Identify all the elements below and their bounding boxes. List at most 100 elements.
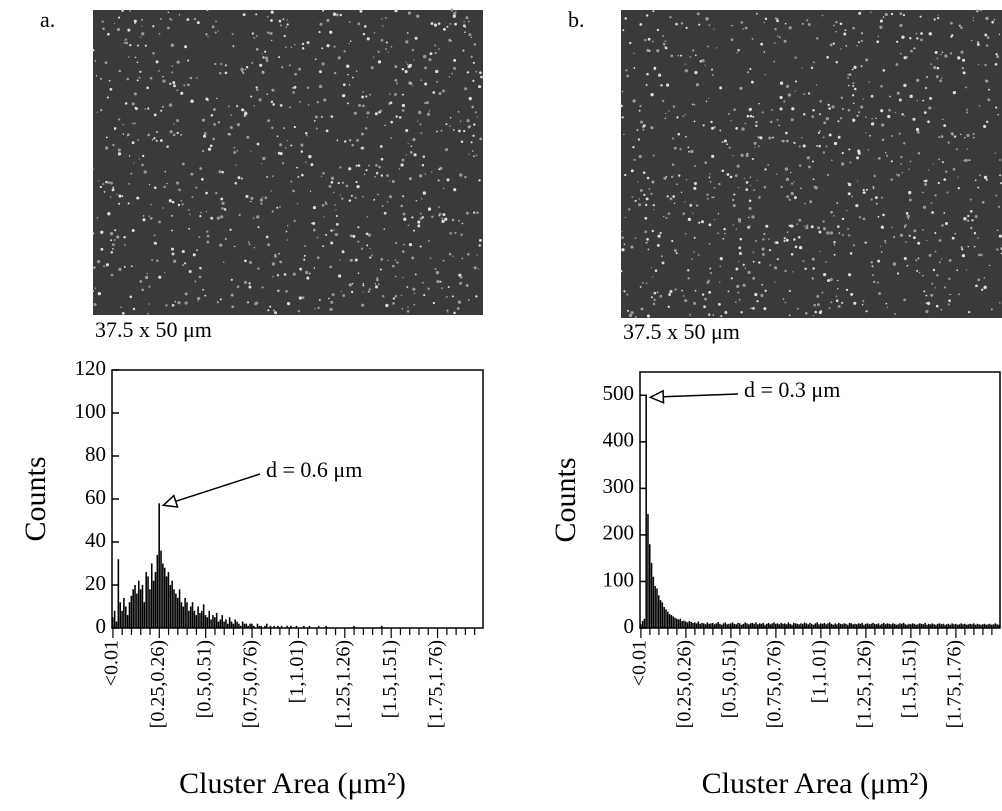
micrograph-particle (255, 47, 259, 51)
micrograph-particle (243, 114, 246, 117)
micrograph-particle (969, 198, 972, 201)
micrograph-particle (109, 196, 112, 198)
micrograph-particle (163, 185, 166, 189)
micrograph-particle (405, 154, 407, 156)
micrograph-particle (776, 118, 779, 121)
micrograph-particle (694, 164, 697, 167)
micrograph-particle (478, 85, 482, 89)
micrograph-particle (245, 194, 249, 198)
micrograph-particle (935, 75, 939, 79)
micrograph-particle (997, 113, 999, 116)
micrograph-particle (840, 48, 842, 50)
micrograph-particle (952, 167, 956, 171)
micrograph-particle (210, 114, 214, 117)
bar (942, 623, 944, 628)
micrograph-particle (369, 247, 371, 250)
micrograph-particle (457, 300, 462, 304)
micrograph-particle (269, 32, 273, 35)
micrograph-particle (642, 128, 645, 131)
micrograph-particle (885, 302, 888, 305)
micrograph-particle (682, 115, 685, 118)
micrograph-particle (176, 131, 179, 135)
micrograph-particle (147, 107, 150, 110)
micrograph-particle (894, 313, 896, 315)
bar (991, 624, 993, 628)
micrograph-particle (711, 154, 715, 158)
micrograph-particle (181, 162, 185, 166)
micrograph-particle (357, 22, 361, 26)
micrograph-particle (852, 82, 855, 85)
micrograph-particle (362, 104, 365, 108)
micrograph-particle (346, 64, 350, 68)
micrograph-particle (92, 49, 95, 52)
micrograph-particle (903, 256, 907, 261)
micrograph-particle (966, 219, 970, 223)
micrograph-particle (352, 234, 356, 238)
micrograph-particle (153, 241, 157, 245)
micrograph-particle (237, 176, 241, 180)
micrograph-particle (229, 228, 232, 231)
bar (847, 624, 849, 628)
micrograph-particle (323, 98, 327, 102)
micrograph-particle (881, 251, 883, 253)
micrograph-particle (798, 164, 802, 167)
micrograph-particle (730, 38, 734, 42)
micrograph-particle (285, 147, 287, 149)
micrograph-particle (132, 122, 134, 125)
micrograph-particle (238, 213, 241, 217)
micrograph-particle (449, 125, 451, 127)
micrograph-particle (894, 111, 896, 114)
micrograph-particle (267, 31, 270, 34)
micrograph-particle (827, 103, 830, 107)
micrograph-particle (405, 129, 409, 133)
annotation: d = 0.6 μm (266, 457, 362, 482)
micrograph-particle (214, 62, 217, 66)
micrograph-particle (745, 154, 749, 158)
micrograph-particle (685, 179, 688, 181)
micrograph-particle (216, 97, 218, 100)
micrograph-particle (118, 118, 121, 121)
micrograph-particle (349, 234, 353, 238)
micrograph-particle (124, 102, 128, 105)
bar (175, 593, 177, 628)
micrograph-particle (309, 190, 312, 192)
bar (380, 625, 383, 628)
micrograph-particle (188, 227, 191, 230)
bar (176, 597, 179, 628)
micrograph-particle (450, 40, 452, 42)
micrograph-particle (224, 237, 227, 241)
micrograph-particle (323, 216, 325, 218)
bar (935, 624, 937, 628)
micrograph-particle (709, 180, 712, 183)
micrograph-particle (786, 195, 790, 198)
micrograph-particle (638, 109, 641, 112)
micrograph-particle (196, 249, 198, 252)
micrograph-particle (829, 278, 833, 282)
micrograph-particle (840, 96, 844, 100)
micrograph-particle (325, 129, 329, 133)
micrograph-particle (244, 110, 247, 113)
micrograph-particle (640, 307, 644, 311)
micrograph-particle (392, 302, 395, 305)
micrograph-particle (974, 215, 978, 219)
micrograph-particle (763, 307, 767, 311)
micrograph-particle (838, 232, 841, 234)
micrograph-particle (348, 199, 352, 202)
micrograph-particle (434, 267, 437, 271)
bar (204, 615, 207, 628)
micrograph-particle (628, 313, 633, 318)
micrograph-particle (333, 229, 335, 231)
micrograph-particle (906, 214, 910, 218)
micrograph-particle (706, 280, 710, 284)
micrograph-particle (274, 311, 277, 315)
bar (904, 624, 907, 628)
micrograph-particle (645, 83, 648, 86)
micrograph-particle (365, 95, 368, 98)
micrograph-particle (711, 68, 713, 71)
micrograph-particle (801, 67, 803, 69)
micrograph-particle (465, 284, 469, 287)
micrograph-particle (928, 169, 930, 171)
micrograph-particle (776, 19, 779, 23)
micrograph-particle (230, 293, 234, 297)
bar (940, 624, 943, 628)
